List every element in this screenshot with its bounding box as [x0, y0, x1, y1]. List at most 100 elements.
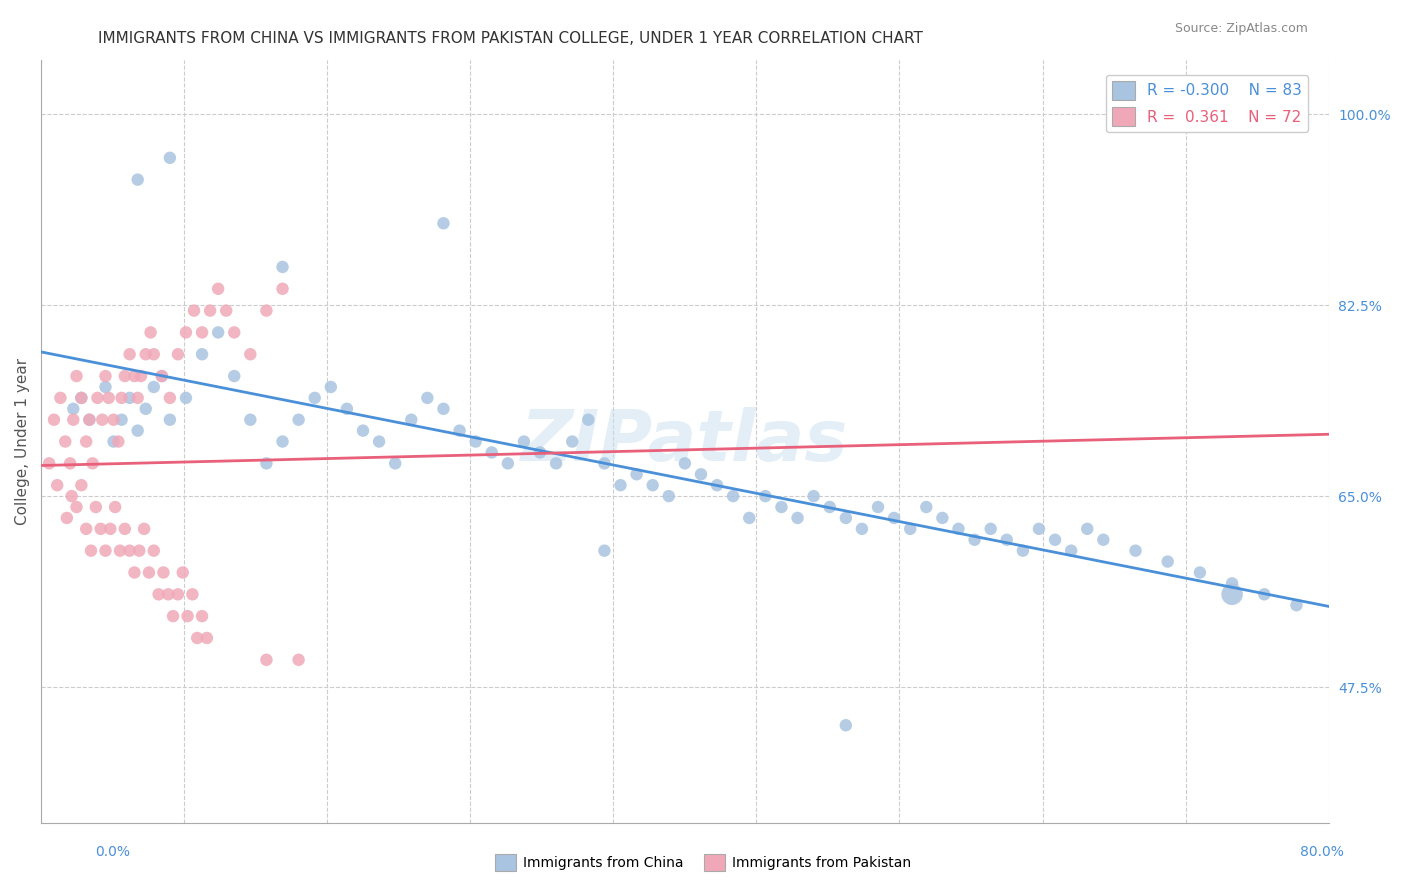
Point [239, 347, 262, 361]
Point [110, 391, 132, 405]
Point [53, 434, 76, 449]
Point [207, 326, 229, 340]
Point [127, 391, 149, 405]
Point [271, 282, 294, 296]
Point [108, 543, 131, 558]
Point [416, 391, 439, 405]
Point [195, 631, 218, 645]
Point [38, 456, 60, 470]
Point [513, 434, 536, 449]
Point [162, 609, 184, 624]
Point [658, 489, 681, 503]
Point [866, 500, 889, 514]
Y-axis label: College, Under 1 year: College, Under 1 year [15, 358, 30, 525]
Point [157, 587, 180, 601]
Point [62, 401, 84, 416]
Point [124, 566, 146, 580]
Point [432, 216, 454, 230]
Point [159, 391, 181, 405]
Point [132, 522, 155, 536]
Point [59, 456, 82, 470]
Point [79, 413, 101, 427]
Text: 80.0%: 80.0% [1299, 845, 1344, 859]
Point [191, 609, 214, 624]
Point [1188, 566, 1211, 580]
Point [104, 500, 127, 514]
Point [948, 522, 970, 536]
Point [576, 413, 599, 427]
Point [481, 445, 503, 459]
Point [287, 653, 309, 667]
Point [127, 172, 149, 186]
Point [384, 456, 406, 470]
Text: ZIPatlas: ZIPatlas [522, 407, 849, 476]
Point [80, 543, 103, 558]
Point [529, 445, 551, 459]
Point [60, 489, 83, 503]
Point [1125, 543, 1147, 558]
Point [159, 413, 181, 427]
Point [135, 347, 157, 361]
Point [91, 413, 114, 427]
Point [191, 347, 214, 361]
Point [593, 543, 616, 558]
Point [79, 413, 101, 427]
Point [738, 511, 761, 525]
Point [1157, 555, 1180, 569]
Point [1253, 587, 1275, 601]
Point [127, 424, 149, 438]
Point [70, 391, 93, 405]
Point [721, 489, 744, 503]
Point [70, 391, 93, 405]
Point [152, 566, 174, 580]
Point [118, 391, 141, 405]
Text: 0.0%: 0.0% [96, 845, 129, 859]
Point [150, 369, 173, 384]
Point [114, 522, 136, 536]
Point [128, 543, 150, 558]
Text: Source: ZipAtlas.com: Source: ZipAtlas.com [1174, 22, 1308, 36]
Point [496, 456, 519, 470]
Point [172, 566, 194, 580]
Point [103, 434, 125, 449]
Point [135, 401, 157, 416]
Point [75, 522, 97, 536]
Point [883, 511, 905, 525]
Point [84, 500, 107, 514]
Point [65, 500, 87, 514]
Point [94, 380, 117, 394]
Point [352, 424, 374, 438]
Point [754, 489, 776, 503]
Point [1220, 587, 1243, 601]
Point [995, 533, 1018, 547]
Point [174, 391, 197, 405]
Point [319, 380, 342, 394]
Point [432, 401, 454, 416]
Point [124, 369, 146, 384]
Point [148, 587, 170, 601]
Point [770, 500, 793, 514]
Point [191, 326, 214, 340]
Point [1076, 522, 1098, 536]
Point [239, 413, 262, 427]
Point [1285, 599, 1308, 613]
Point [304, 391, 326, 405]
Point [142, 347, 165, 361]
Point [103, 413, 125, 427]
Point [835, 718, 858, 732]
Point [271, 260, 294, 274]
Point [851, 522, 873, 536]
Point [254, 653, 277, 667]
Point [56, 511, 79, 525]
Point [186, 631, 208, 645]
Point [159, 151, 181, 165]
Point [546, 456, 568, 470]
Point [287, 413, 309, 427]
Point [803, 489, 825, 503]
Point [898, 522, 921, 536]
Point [980, 522, 1002, 536]
Point [915, 500, 938, 514]
Point [1043, 533, 1066, 547]
Point [336, 401, 359, 416]
Point [46, 478, 69, 492]
